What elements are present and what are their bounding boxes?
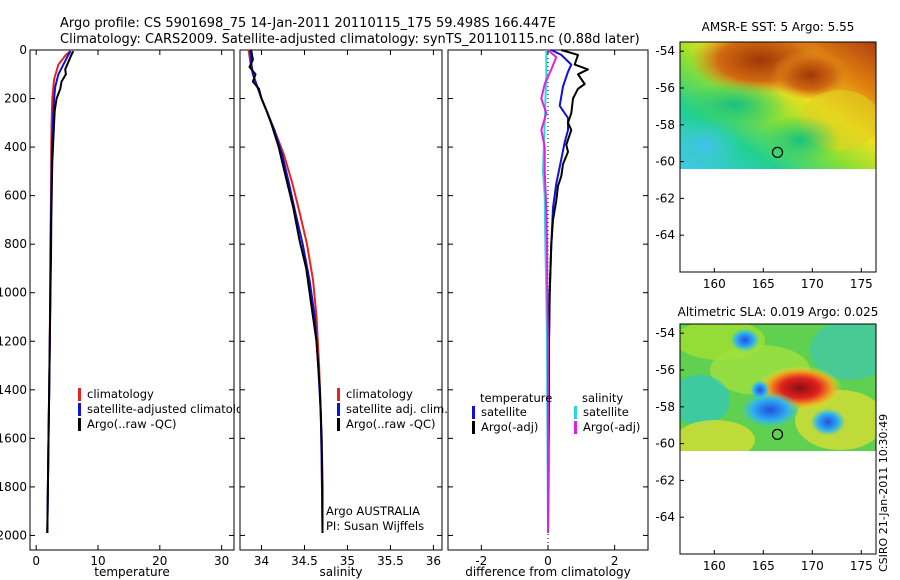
temperature-xtick-label: 10	[90, 554, 105, 568]
temperature-legend-label: climatology	[87, 387, 154, 401]
temperature-axes-frame	[29, 49, 235, 551]
depth-tick-label: 800	[4, 237, 27, 251]
salinity-xtick-label: 34.5	[291, 554, 318, 568]
sla_map-xtick-label: 160	[703, 559, 726, 573]
sst-map-title: AMSR-E SST: 5 Argo: 5.55	[702, 20, 855, 34]
sst_map-xtick-label: 165	[752, 277, 775, 291]
legend-group-title: temperature	[480, 391, 552, 405]
difference-xtick-label: 0	[544, 554, 552, 568]
float-position-marker	[771, 428, 784, 440]
depth-tick-label: 1800	[0, 480, 27, 494]
diff-legend-label: satellite	[481, 405, 527, 419]
salinity-series-argo	[248, 49, 324, 533]
diff-legend-swatch	[472, 421, 475, 434]
salinity-xaxis-label: salinity	[319, 565, 362, 579]
temperature-legend-swatch	[78, 403, 81, 416]
difference-xtick-label: 2	[611, 554, 619, 568]
sst_map-ytick-label: -54	[655, 44, 675, 58]
salinity-xtick-label: 35	[340, 554, 355, 568]
salinity-profile-panel: 34 34.5 35 35.5 36 salinity climatologysatelli…	[239, 49, 448, 579]
temperature-xtick-label: 20	[152, 554, 167, 568]
sla_map-frame	[679, 323, 877, 555]
salinity-legend-swatch	[337, 388, 340, 401]
diff-legend-label: Argo(-adj)	[481, 420, 538, 434]
diff-legend-label: satellite	[583, 405, 629, 419]
diff-legend-label: Argo(-adj)	[583, 420, 640, 434]
temperature-xtick-label: 30	[214, 554, 229, 568]
temperature-xtick-label: 0	[32, 554, 40, 568]
temperature-profile-panel: 0 10 20 30 0 200 400 600 800 1000 1200 1400 1600 1800…	[0, 43, 257, 579]
salinity-xtick-label: 35.5	[377, 554, 404, 568]
temperature-legend-label: satellite-adjusted climatology	[87, 402, 257, 416]
sla_map-ytick-label: -54	[655, 326, 675, 340]
sla_map-ytick-label: -60	[655, 437, 675, 451]
depth-tick-label: 0	[19, 43, 27, 57]
salinity-legend-label: satellite adj. clim.	[346, 402, 448, 416]
sst_map-xtick-label: 170	[801, 277, 824, 291]
sla_map-xtick-label: 165	[752, 559, 775, 573]
diff-legend-swatch	[472, 406, 475, 419]
float-owner-annotation: Argo AUSTRALIA	[326, 504, 420, 518]
sla_map-xtick-label: 170	[801, 559, 824, 573]
sla_map-ytick-label: -58	[655, 400, 675, 414]
figure-title-line2: Climatology: CARS2009. Satellite-adjuste…	[60, 32, 640, 47]
temperature-legend-swatch	[78, 388, 81, 401]
salinity-legend-label: climatology	[346, 387, 413, 401]
sla_map-ytick-label: -56	[655, 363, 675, 377]
temperature-series-argo	[46, 50, 75, 534]
salinity-legend-swatch	[337, 403, 340, 416]
depth-tick-label: 1200	[0, 334, 27, 348]
salinity-xtick-label: 34	[254, 554, 269, 568]
depth-tick-label: 2000	[0, 528, 27, 542]
difference-xaxis-label: difference from climatology	[465, 565, 631, 579]
sst_map-xtick-label: 160	[703, 277, 726, 291]
figure-title-line1: Argo profile: CS 5901698_75 14-Jan-2011 …	[60, 16, 556, 31]
depth-tick-label: 1000	[0, 286, 27, 300]
depth-tick-label: 1400	[0, 383, 27, 397]
depth-tick-label: 200	[4, 92, 27, 106]
sst_map-ytick-label: -58	[655, 118, 675, 132]
sst_map-ytick-label: -64	[655, 228, 675, 242]
salinity-xtick-label: 36	[426, 554, 441, 568]
diff-legend-swatch	[574, 421, 577, 434]
timestamp-label: CSIRO 21-Jan-2011 10:30:49	[877, 414, 890, 572]
float-owner-annotation: PI: Susan Wijffels	[326, 519, 424, 533]
sst_map-frame	[679, 41, 877, 273]
legend-group-title: salinity	[582, 391, 623, 405]
difference-xtick-label: -2	[475, 554, 487, 568]
salinity-legend-label: Argo(..raw -QC)	[346, 417, 436, 431]
depth-tick-label: 600	[4, 189, 27, 203]
sla_map-xtick-label: 175	[850, 559, 873, 573]
difference-series-argo	[547, 49, 589, 534]
sla_map-ytick-label: -62	[655, 473, 675, 487]
temperature-legend-label: Argo(..raw -QC)	[87, 417, 177, 431]
salinity-legend-swatch	[337, 418, 340, 431]
sst_map-ytick-label: -56	[655, 81, 675, 95]
salinity-axes-frame	[239, 49, 443, 551]
sla-map-panel: Altimetric SLA: 0.019 Argo: 0.025 160 165…	[655, 305, 879, 573]
sst_map-xtick-label: 175	[850, 277, 873, 291]
difference-series-argo_salinity_diff	[540, 49, 558, 533]
depth-tick-label: 400	[4, 140, 27, 154]
temperature-xaxis-label: temperature	[94, 565, 169, 579]
diff-legend-swatch	[574, 406, 577, 419]
sst-map-panel: AMSR-E SST: 5 Argo: 5.55 160 165 170 175 -54…	[655, 20, 877, 291]
depth-tick-label: 1600	[0, 431, 27, 445]
temperature-legend-swatch	[78, 418, 81, 431]
float-position-marker	[771, 146, 784, 158]
sla-map-title: Altimetric SLA: 0.019 Argo: 0.025	[678, 305, 879, 319]
sla_map-ytick-label: -64	[655, 510, 675, 524]
sst_map-ytick-label: -62	[655, 191, 675, 205]
sst_map-ytick-label: -60	[655, 155, 675, 169]
sla-map-image	[680, 324, 876, 451]
